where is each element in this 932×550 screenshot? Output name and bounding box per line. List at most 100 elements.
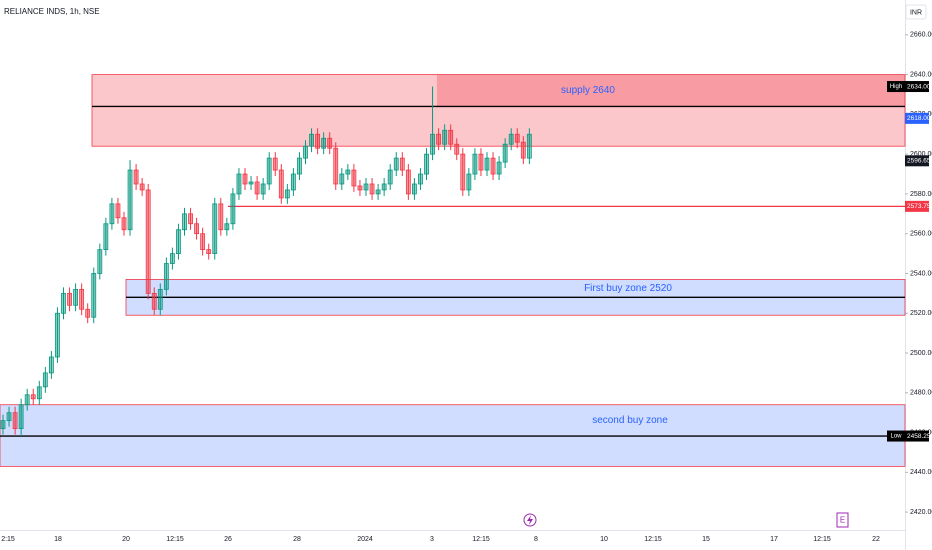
y-tick-label: 2440.00 xyxy=(910,469,932,476)
candle-body xyxy=(472,153,478,175)
candle-body xyxy=(496,161,502,175)
candle-body xyxy=(115,203,121,219)
candle-body xyxy=(61,292,66,314)
price-tag: Low xyxy=(890,434,902,440)
candle-body xyxy=(363,183,369,191)
candle-body xyxy=(333,147,339,185)
x-tick-label: 12:15 xyxy=(472,536,490,543)
candle-body xyxy=(526,133,532,159)
candle-body xyxy=(97,249,103,274)
candle-body xyxy=(139,183,145,191)
x-tick-label: 3 xyxy=(430,536,434,543)
candle-body xyxy=(212,203,218,254)
x-tick-label: 10 xyxy=(600,536,608,543)
candle-body xyxy=(514,133,520,143)
price-label-box xyxy=(905,81,929,93)
price-label: 2596.65 xyxy=(907,158,931,165)
candle-body xyxy=(73,288,78,306)
candle-body xyxy=(260,183,266,195)
earnings-label[interactable]: E xyxy=(840,516,845,525)
candle-body xyxy=(169,253,175,264)
candle-body xyxy=(176,229,181,254)
price-label-box xyxy=(905,430,929,442)
candle-body xyxy=(151,292,157,310)
y-tick-label: 2660.00 xyxy=(910,32,932,39)
candle-body xyxy=(85,308,91,318)
candle-body xyxy=(466,173,472,191)
x-tick-label: 28 xyxy=(293,536,301,543)
candle-body xyxy=(12,412,18,429)
candle-body xyxy=(508,133,514,145)
candle-body xyxy=(6,412,12,422)
candle-body xyxy=(484,157,490,171)
candle-body xyxy=(42,372,48,388)
x-tick-label: 8 xyxy=(534,536,538,543)
y-tick-label: 2500.00 xyxy=(910,350,932,357)
candle-body xyxy=(91,273,97,318)
x-tick-label: 17 xyxy=(770,536,778,543)
candle-body xyxy=(436,133,442,145)
candle-body xyxy=(24,394,30,406)
candle-body xyxy=(242,173,248,185)
price-tag: High xyxy=(890,84,902,90)
y-tick-label: 2580.00 xyxy=(910,191,932,198)
candle-body xyxy=(218,203,224,231)
y-tick-label: 2560.00 xyxy=(910,231,932,238)
candle-body xyxy=(381,183,387,191)
candle-body xyxy=(411,183,417,195)
currency[interactable]: INR xyxy=(910,9,922,16)
candle-body xyxy=(272,157,278,171)
price-label-box xyxy=(905,200,929,212)
currency-box[interactable] xyxy=(905,4,927,20)
x-tick-label: 22 xyxy=(872,536,880,543)
candle-body xyxy=(315,133,321,149)
candle-body xyxy=(478,153,484,171)
earnings-icon[interactable] xyxy=(836,512,849,528)
candle-body xyxy=(448,129,454,145)
candle-body xyxy=(188,213,193,225)
candle-body xyxy=(284,189,290,199)
candle-body xyxy=(387,169,393,185)
candle-body xyxy=(133,169,139,185)
y-tick-label: 2480.00 xyxy=(910,390,932,397)
candle-body xyxy=(345,169,351,175)
candle-body xyxy=(442,129,448,145)
candle-body xyxy=(399,157,405,171)
candle-body xyxy=(36,386,42,400)
candle-body xyxy=(230,193,236,225)
price-label-box xyxy=(905,112,929,124)
candle-body xyxy=(266,157,272,185)
y-tick-label: 2520.00 xyxy=(910,310,932,317)
candle-body xyxy=(182,213,187,231)
candle-body xyxy=(103,223,109,251)
price-tag-box xyxy=(887,430,905,442)
zone-label: second buy zone xyxy=(592,415,668,426)
candle-body xyxy=(520,141,526,159)
candle-body xyxy=(55,312,60,358)
candle-body xyxy=(424,153,429,175)
candle-body xyxy=(375,189,381,195)
y-tick-label: 2600.00 xyxy=(910,151,932,158)
x-tick-label: 2024 xyxy=(357,536,373,543)
x-tick-label: 15 xyxy=(702,536,710,543)
candle-body xyxy=(67,292,72,306)
candle-body xyxy=(309,133,314,147)
x-tick-label: 2:15 xyxy=(1,536,15,543)
zone-label: First buy zone 2520 xyxy=(584,283,672,294)
price-label: 2573.75 xyxy=(907,203,931,210)
candle-body xyxy=(127,169,133,231)
candle-body xyxy=(454,143,460,155)
chart-title: RELIANCE INDS, 1h, NSE xyxy=(4,7,100,16)
candle-body xyxy=(339,173,345,185)
candle-body xyxy=(0,420,6,429)
zone-label: supply 2640 xyxy=(561,85,615,96)
zone xyxy=(91,74,906,147)
candle-body xyxy=(236,173,242,195)
candle-body xyxy=(290,173,296,191)
price-label: 2618.00 xyxy=(907,115,931,122)
candle-body xyxy=(278,169,284,199)
price-tag-box xyxy=(887,81,905,93)
price-label: 2634.00 xyxy=(907,83,931,90)
